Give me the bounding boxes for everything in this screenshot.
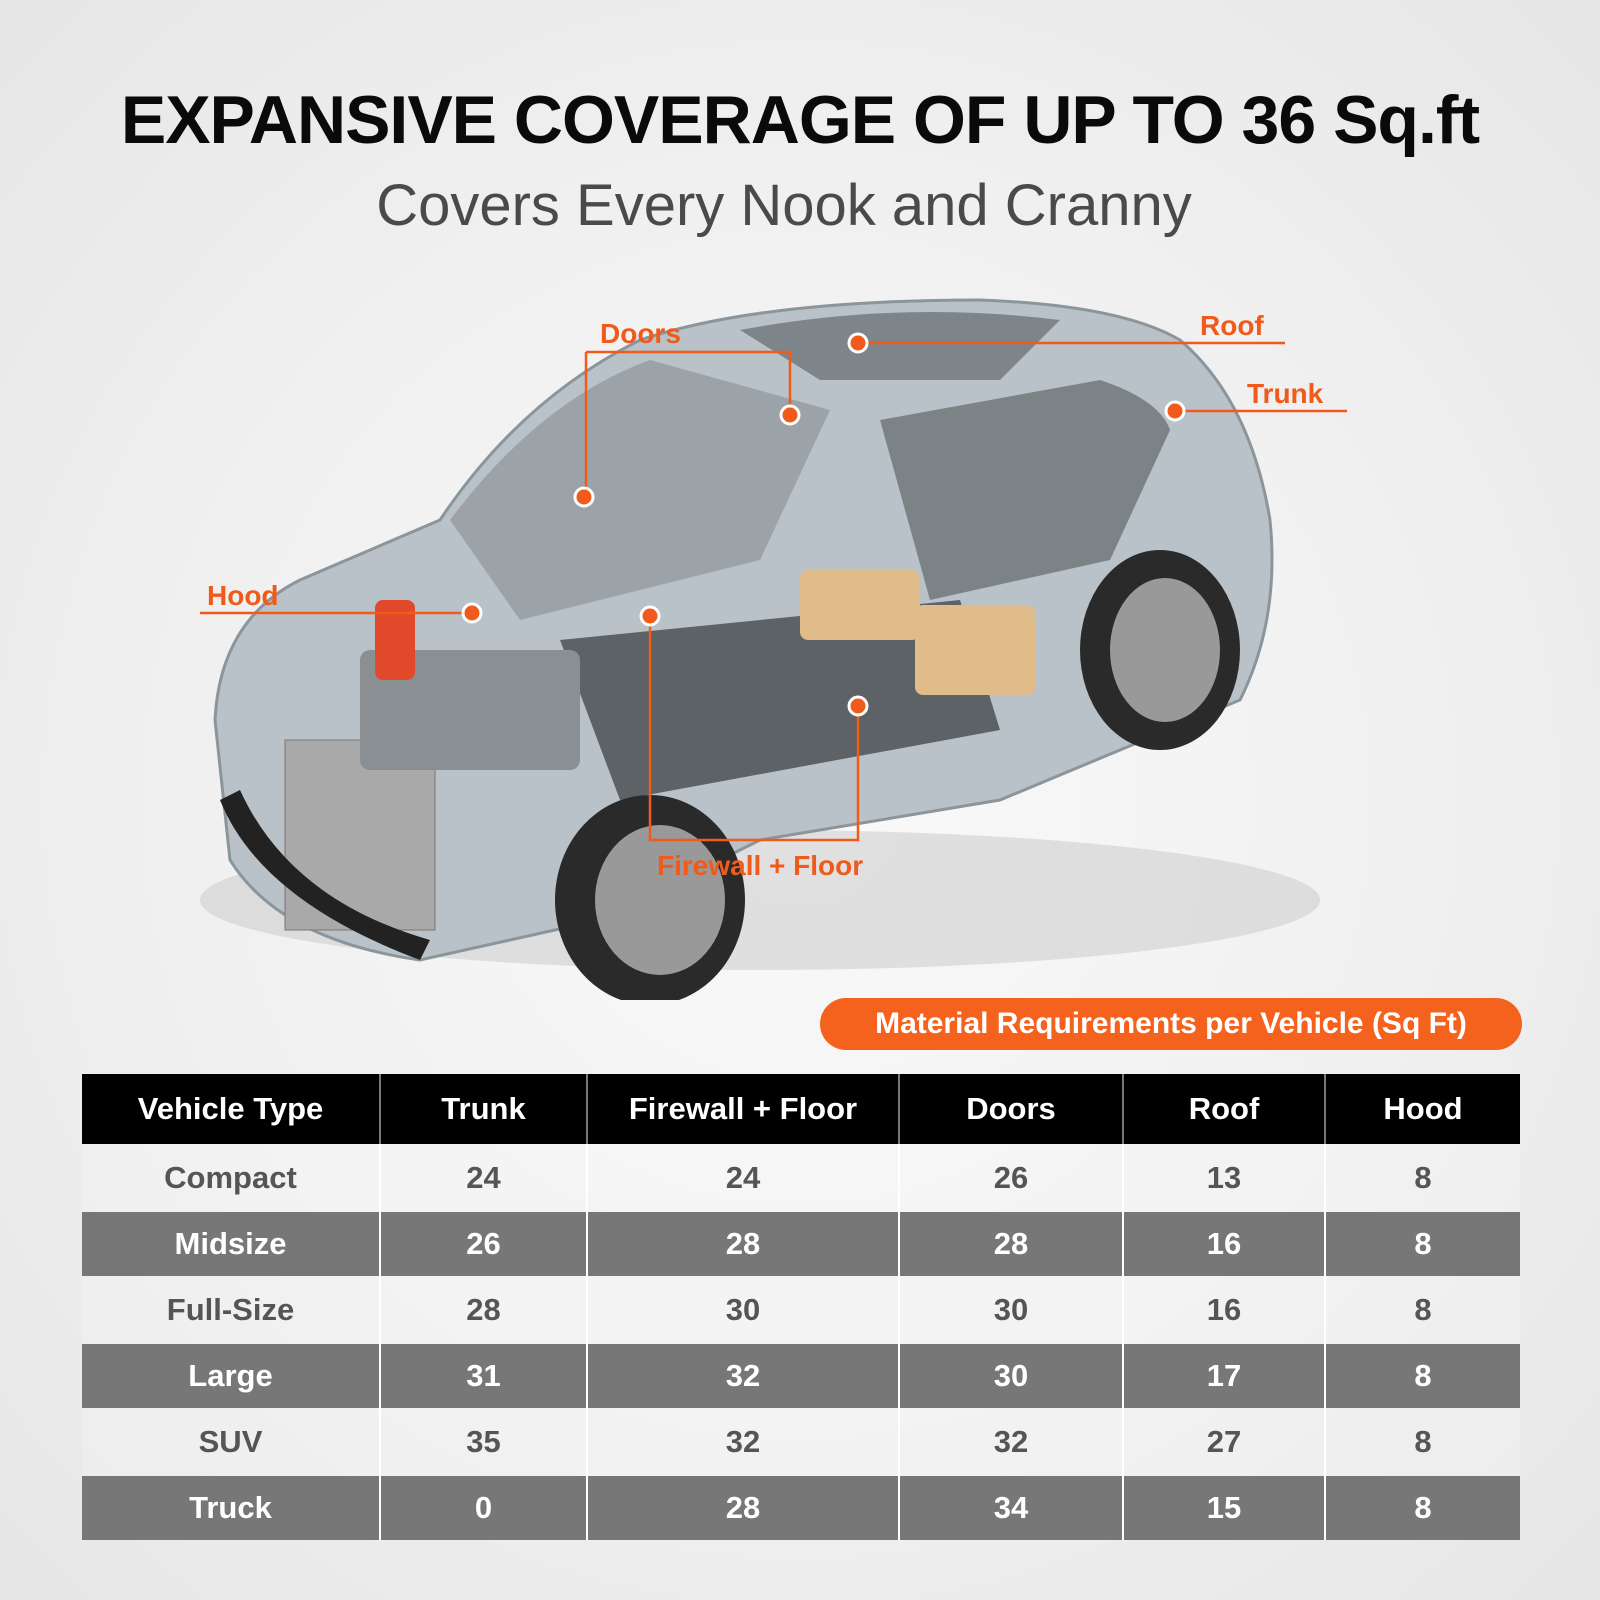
table-title-badge: Material Requirements per Vehicle (Sq Ft…	[820, 998, 1522, 1050]
table-cell: 8	[1324, 1144, 1520, 1212]
table-cell: 17	[1122, 1344, 1325, 1408]
callout-firewall-floor: Firewall + Floor	[657, 850, 864, 881]
table-cell: Full-Size	[82, 1276, 380, 1344]
table-cell: 30	[898, 1276, 1123, 1344]
callout-hood: Hood	[207, 580, 279, 611]
callout-doors: Doors	[600, 318, 681, 349]
table-cell: Large	[82, 1344, 380, 1408]
table-row: Truck 0 28 34 15 8	[82, 1476, 1520, 1540]
table-cell: 8	[1324, 1408, 1520, 1476]
table-cell: 32	[898, 1408, 1123, 1476]
page-title: EXPANSIVE COVERAGE OF UP TO 36 Sq.ft	[120, 82, 1480, 158]
table-cell: Compact	[82, 1144, 380, 1212]
header-doors: Doors	[898, 1074, 1123, 1144]
callout-trunk: Trunk	[1247, 378, 1324, 409]
page-subtitle: Covers Every Nook and Cranny	[376, 173, 1192, 238]
material-requirements-table: Vehicle Type Trunk Firewall + Floor Door…	[82, 1074, 1520, 1540]
table-cell: 8	[1324, 1276, 1520, 1344]
table-cell: 32	[586, 1408, 899, 1476]
table-cell: 26	[898, 1144, 1123, 1212]
table-cell: 26	[379, 1212, 587, 1276]
table-cell: 24	[586, 1144, 899, 1212]
table-cell: 13	[1122, 1144, 1325, 1212]
table-cell: 32	[586, 1344, 899, 1408]
table-cell: 28	[586, 1476, 899, 1540]
table-cell: 8	[1324, 1212, 1520, 1276]
table-cell: 16	[1122, 1276, 1325, 1344]
table-cell: 34	[898, 1476, 1123, 1540]
table-cell: 15	[1122, 1476, 1325, 1540]
header-hood: Hood	[1324, 1074, 1520, 1144]
callout-roof: Roof	[1200, 310, 1264, 341]
table-row: Compact 24 24 26 13 8	[82, 1144, 1520, 1212]
table-cell: 30	[898, 1344, 1123, 1408]
header-roof: Roof	[1122, 1074, 1325, 1144]
table-cell: 24	[379, 1144, 587, 1212]
table-cell: 28	[898, 1212, 1123, 1276]
table-cell: Truck	[82, 1476, 380, 1540]
car-cutaway-illustration	[200, 298, 1347, 1000]
table-cell: 28	[586, 1212, 899, 1276]
table-cell: 31	[379, 1344, 587, 1408]
table-cell: 0	[379, 1476, 587, 1540]
table-cell: 8	[1324, 1344, 1520, 1408]
table-cell: SUV	[82, 1408, 380, 1476]
table-cell: 30	[586, 1276, 899, 1344]
header-firewall-floor: Firewall + Floor	[586, 1074, 899, 1144]
table-row: SUV 35 32 32 27 8	[82, 1408, 1520, 1476]
table-cell: 16	[1122, 1212, 1325, 1276]
header-trunk: Trunk	[379, 1074, 587, 1144]
header-vehicle-type: Vehicle Type	[82, 1074, 380, 1144]
table-row: Full-Size 28 30 30 16 8	[82, 1276, 1520, 1344]
table-header-row: Vehicle Type Trunk Firewall + Floor Door…	[82, 1074, 1520, 1144]
table-cell: 35	[379, 1408, 587, 1476]
table-cell: Midsize	[82, 1212, 380, 1276]
table-row: Large 31 32 30 17 8	[82, 1344, 1520, 1408]
table-cell: 8	[1324, 1476, 1520, 1540]
table-row: Midsize 26 28 28 16 8	[82, 1212, 1520, 1276]
table-cell: 28	[379, 1276, 587, 1344]
table-cell: 27	[1122, 1408, 1325, 1476]
